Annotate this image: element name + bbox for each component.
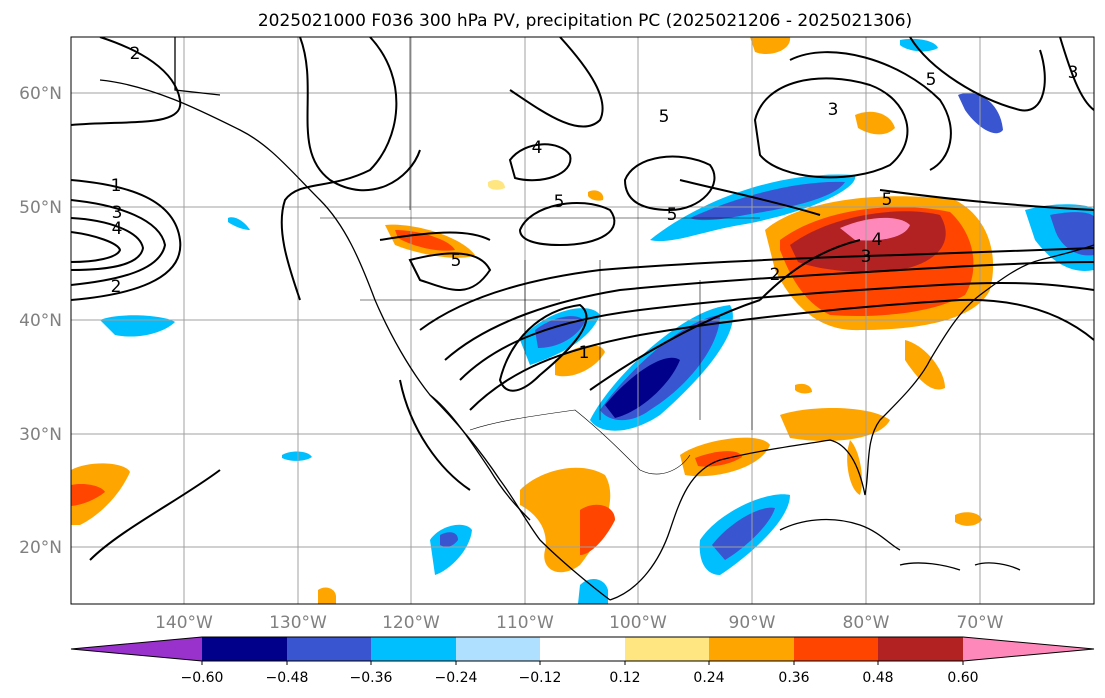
- colorbar-segment: [794, 637, 878, 661]
- colorbar: −0.60 −0.48 −0.36 −0.24 −0.12 0.12 0.24 …: [70, 636, 1095, 686]
- colorbar-extend-left: [71, 637, 202, 661]
- pv-label: 5: [659, 107, 670, 127]
- pv-label: 1: [111, 176, 122, 196]
- colorbar-tick-label: −0.48: [266, 670, 309, 686]
- pv-label: 3: [112, 203, 123, 223]
- colorbar-segment: [878, 637, 963, 661]
- precip-pc-shading: [71, 37, 1094, 604]
- pv-label: 3: [1068, 63, 1079, 83]
- pv-label: 3: [828, 100, 839, 120]
- pv-label: 2: [770, 265, 781, 285]
- lat-tick-label: 40°N: [19, 311, 62, 331]
- colorbar-segment: [625, 637, 709, 661]
- pv-label: 5: [882, 190, 893, 210]
- lat-tick-label: 50°N: [19, 198, 62, 218]
- colorbar-segment: [371, 637, 456, 661]
- lon-tick-label: 130°W: [269, 613, 327, 633]
- lon-tick-label: 140°W: [155, 613, 213, 633]
- coastlines: [99, 37, 1094, 601]
- colorbar-tick-label: −0.60: [181, 670, 224, 686]
- colorbar-tick-label: 0.48: [862, 670, 893, 686]
- colorbar-tick-label: −0.24: [435, 670, 478, 686]
- lon-tick-labels: 140°W 130°W 120°W 110°W 100°W 90°W 80°W …: [155, 613, 1004, 633]
- colorbar-tick-label: 0.36: [778, 670, 809, 686]
- pv-label: 2: [130, 44, 141, 64]
- map-frame: [70, 36, 1095, 605]
- lon-tick-label: 120°W: [382, 613, 440, 633]
- colorbar-segment: [540, 637, 625, 661]
- pv-contours: [71, 37, 1094, 561]
- colorbar-segment: [456, 637, 540, 661]
- colorbar-tick-label: 0.12: [609, 670, 640, 686]
- graticule: [71, 37, 1094, 604]
- lon-tick-label: 70°W: [957, 613, 1004, 633]
- pv-label: 4: [112, 219, 123, 239]
- lon-tick-label: 80°W: [843, 613, 890, 633]
- pv-label: 5: [926, 70, 937, 90]
- colorbar-tick-label: 0.24: [693, 670, 724, 686]
- colorbar-ticks: [201, 661, 964, 665]
- lat-tick-label: 60°N: [19, 84, 62, 104]
- map-panel: 2 1 3 4 2 4 5 5 5 3 5 3 5 4 5 2 1 3: [70, 36, 1095, 605]
- lon-tick-label: 90°W: [729, 613, 776, 633]
- pv-label: 2: [111, 277, 122, 297]
- pv-label: 1: [579, 343, 590, 363]
- colorbar-tick-label: −0.36: [350, 670, 393, 686]
- lat-tick-label: 20°N: [19, 538, 62, 558]
- colorbar-segment: [202, 637, 287, 661]
- lon-tick-label: 110°W: [496, 613, 554, 633]
- colorbar-tick-label: −0.12: [519, 670, 562, 686]
- colorbar-tick-label: 0.60: [947, 670, 978, 686]
- map-title: 2025021000 F036 300 hPa PV, precipitatio…: [258, 11, 912, 31]
- colorbar-segment: [709, 637, 794, 661]
- pv-label: 5: [554, 192, 565, 212]
- pv-label: 5: [451, 251, 462, 271]
- lat-tick-labels: 20°N 30°N 40°N 50°N 60°N: [19, 84, 62, 558]
- pv-label: 4: [872, 230, 883, 250]
- lat-tick-label: 30°N: [19, 425, 62, 445]
- colorbar-extend-right: [963, 637, 1094, 661]
- pv-label: 4: [532, 138, 543, 158]
- lon-tick-label: 100°W: [609, 613, 667, 633]
- pv-label: 3: [861, 247, 872, 267]
- pv-label: 5: [667, 205, 678, 225]
- colorbar-segment: [287, 637, 371, 661]
- pv-contour-labels: 2 1 3 4 2 4 5 5 5 3 5 3 5 4 5 2 1 3: [111, 44, 1079, 363]
- political-borders: [320, 37, 760, 475]
